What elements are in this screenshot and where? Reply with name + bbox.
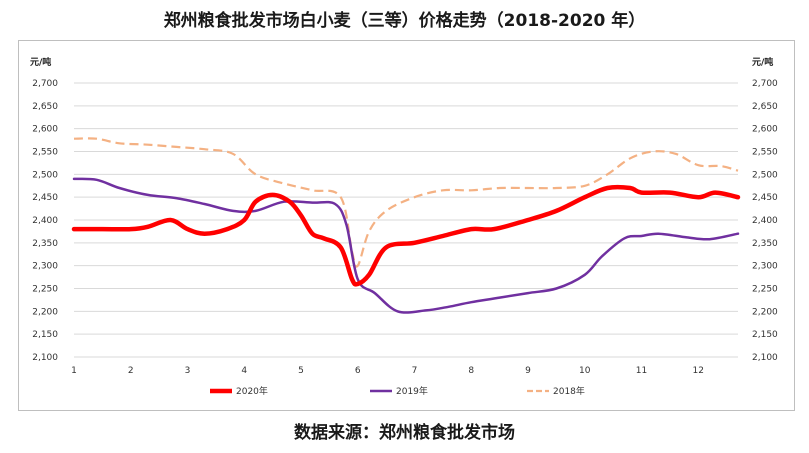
chart-frame [18, 40, 795, 411]
y-tick-label-right: 2,650 [752, 102, 778, 112]
series-lines [71, 137, 741, 314]
legend-label: 2018年 [553, 385, 585, 397]
y-tick-label-left: 2,350 [32, 239, 58, 249]
x-tick-label: 5 [298, 366, 304, 376]
y-tick-label-right: 2,500 [752, 170, 778, 180]
x-tick-label: 12 [693, 366, 704, 376]
y-tick-label-right: 2,100 [752, 353, 778, 363]
y-tick-label-right: 2,700 [752, 79, 778, 89]
x-tick-label: 10 [579, 366, 591, 376]
y-tick-label-left: 2,700 [32, 79, 58, 89]
y-tick-label-left: 2,650 [32, 102, 58, 112]
y-axis-unit-left: 元/吨 [30, 56, 51, 68]
x-tick-label: 3 [185, 366, 191, 376]
x-tick-label: 9 [525, 366, 531, 376]
y-tick-label-right: 2,150 [752, 330, 778, 340]
y-tick-label-left: 2,200 [32, 307, 58, 317]
y-tick-label-left: 2,300 [32, 262, 58, 272]
series-line-2018年 [73, 137, 739, 268]
series-line-2020年 [71, 184, 741, 287]
x-tick-label: 6 [355, 366, 361, 376]
x-tick-label: 8 [468, 366, 474, 376]
legend-label: 2020年 [236, 385, 268, 397]
chart-title: 郑州粮食批发市场白小麦（三等）价格走势（2018-2020 年） [163, 11, 646, 31]
y-tick-label-left: 2,450 [32, 193, 58, 203]
y-tick-label-right: 2,200 [752, 307, 778, 317]
x-tick-label: 11 [636, 366, 647, 376]
y-tick-label-right: 2,300 [752, 262, 778, 272]
y-tick-label-left: 2,550 [32, 148, 58, 158]
y-axis-unit-right: 元/吨 [752, 56, 773, 68]
y-tick-label-right: 2,250 [752, 285, 778, 295]
legend: 2020年 2019年 2018年 [210, 385, 585, 397]
x-tick-label: 1 [71, 366, 77, 376]
series-line-2019年 [72, 177, 740, 314]
y-tick-label-left: 2,100 [32, 353, 58, 363]
y-tick-label-left: 2,600 [32, 125, 58, 135]
x-tick-label: 7 [412, 366, 418, 376]
y-tick-label-left: 2,250 [32, 285, 58, 295]
y-axis-right: 2,100 2,150 2,200 2,250 2,300 2,350 2,400 2,450… [752, 79, 778, 363]
x-tick-label: 4 [241, 366, 247, 376]
x-tick-label: 2 [128, 366, 134, 376]
legend-label: 2019年 [396, 385, 428, 397]
y-tick-label-left: 2,500 [32, 170, 58, 180]
y-tick-label-left: 2,150 [32, 330, 58, 340]
data-source-note: 数据来源：郑州粮食批发市场 [294, 423, 515, 443]
y-tick-label-right: 2,400 [752, 216, 778, 226]
y-tick-label-left: 2,400 [32, 216, 58, 226]
y-tick-label-right: 2,600 [752, 125, 778, 135]
y-tick-label-right: 2,450 [752, 193, 778, 203]
y-tick-label-right: 2,350 [752, 239, 778, 249]
y-tick-label-right: 2,550 [752, 148, 778, 158]
x-axis: 1 2 3 4 5 6 7 8 9 10 11 12 [71, 366, 704, 376]
y-axis-left: 2,100 2,150 2,200 2,250 2,300 2,350 2,400 2,450… [32, 79, 58, 363]
